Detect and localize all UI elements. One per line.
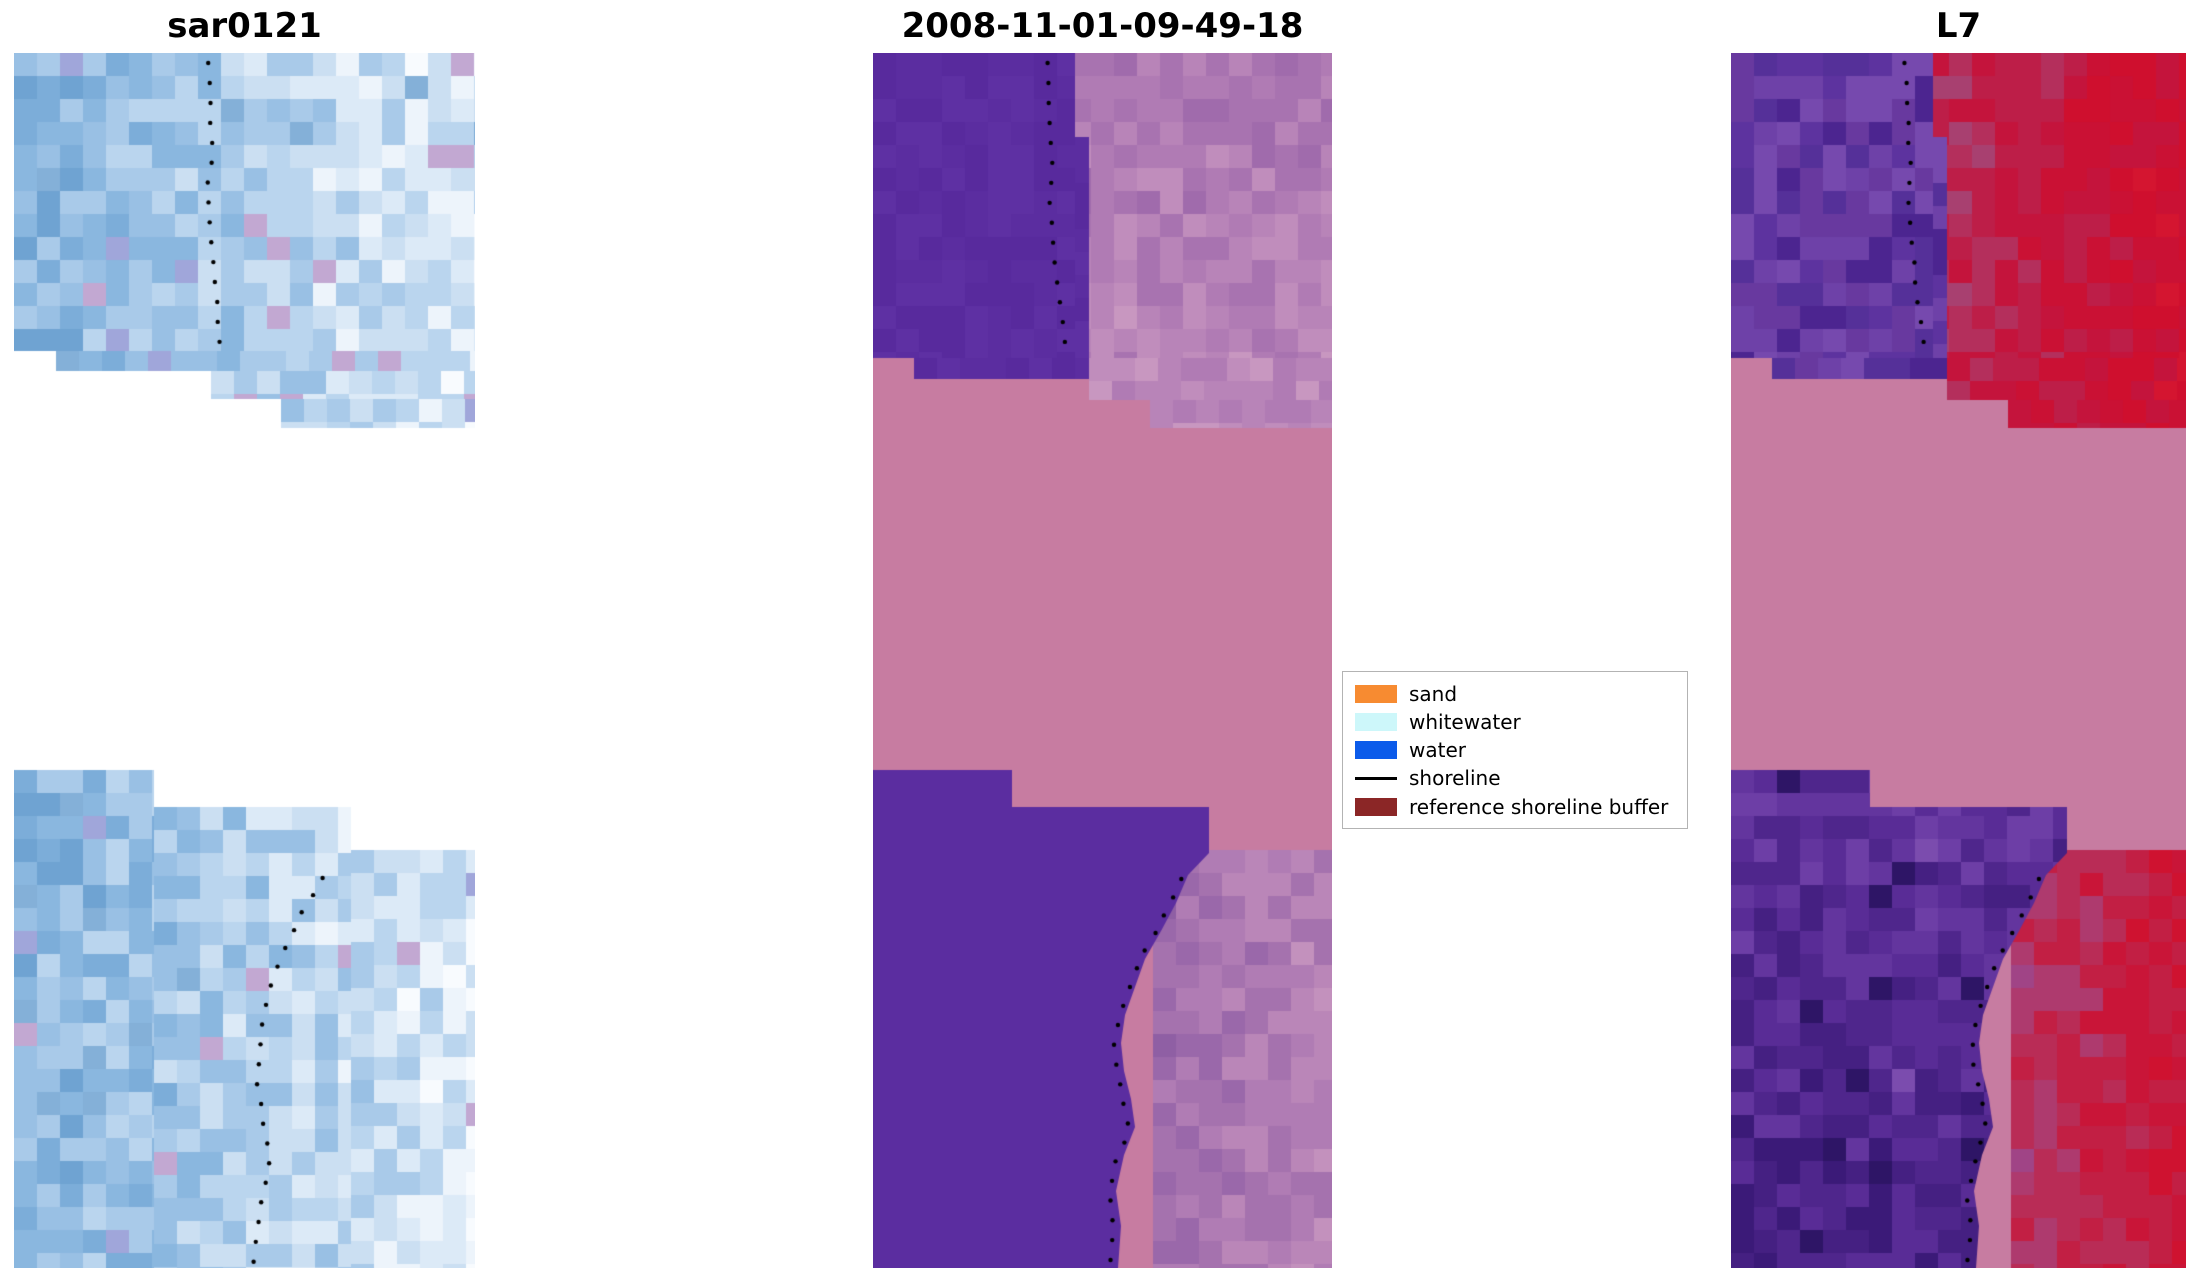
legend-label-water: water (1409, 738, 1466, 762)
panel-title-date: 2008-11-01-09-49-18 (901, 6, 1304, 46)
l7-image-panel (1731, 53, 2186, 1268)
legend: sand whitewater water shoreline referenc… (1342, 671, 1688, 829)
legend-item-whitewater: whitewater (1355, 708, 1675, 735)
sand-swatch (1355, 684, 1397, 703)
whitewater-swatch (1355, 712, 1397, 731)
panel-title-l7: L7 (1935, 6, 1982, 46)
legend-item-shoreline: shoreline (1355, 765, 1675, 792)
shoreline-line-swatch (1355, 776, 1397, 780)
legend-item-water: water (1355, 737, 1675, 764)
legend-label-reference-buffer: reference shoreline buffer (1409, 794, 1669, 819)
legend-item-sand: sand (1355, 680, 1675, 707)
legend-label-shoreline: shoreline (1409, 766, 1501, 791)
legend-label-sand: sand (1409, 681, 1458, 706)
legend-item-reference-buffer: reference shoreline buffer (1355, 793, 1675, 820)
panel-title-sar: sar0121 (167, 6, 322, 46)
classified-image-panel (873, 53, 1332, 1268)
water-swatch (1355, 741, 1397, 759)
sar-image-panel (14, 53, 475, 1268)
reference-buffer-swatch (1355, 797, 1397, 816)
legend-label-whitewater: whitewater (1409, 709, 1521, 734)
